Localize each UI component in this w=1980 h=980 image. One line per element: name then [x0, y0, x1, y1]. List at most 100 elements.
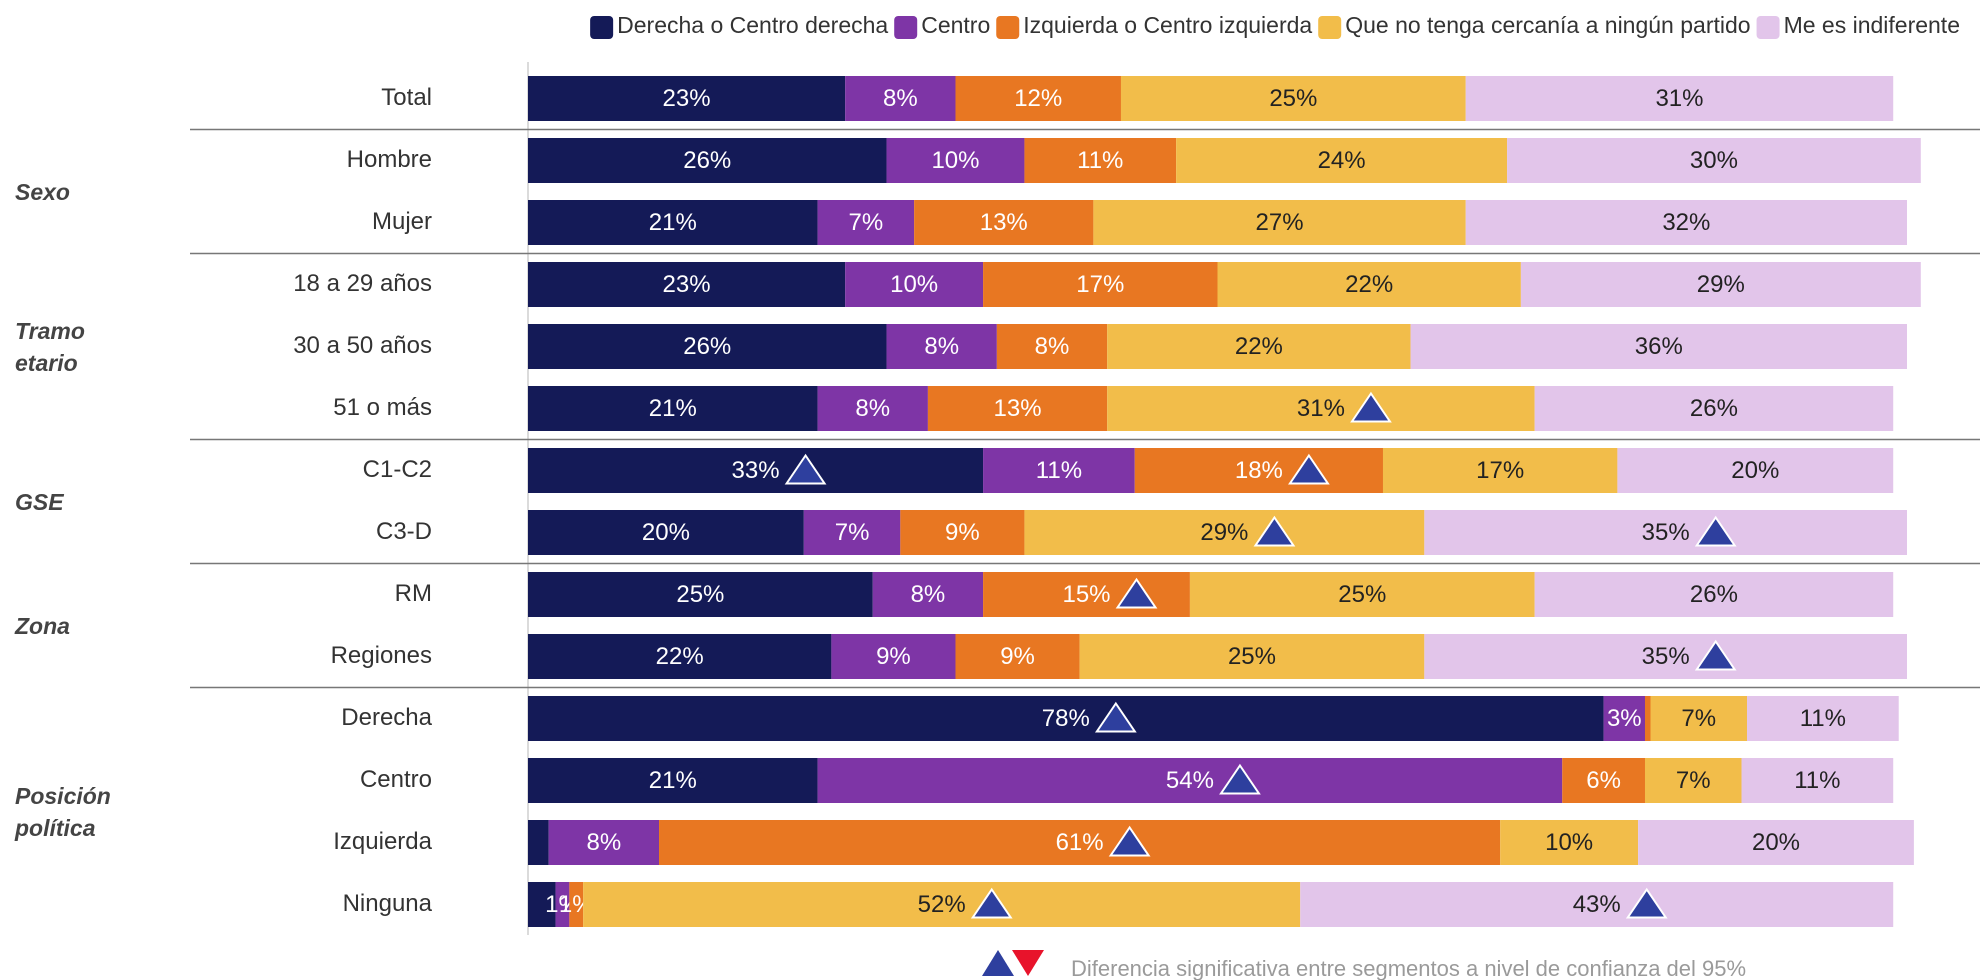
value-label: 35%: [1642, 643, 1690, 670]
bar-segment: [555, 882, 570, 927]
bar-segment: [1534, 572, 1894, 617]
legend-swatch: [1756, 16, 1780, 39]
legend-label: Izquierda o Centro izquierda: [1023, 12, 1312, 38]
significance-marker: [1108, 825, 1151, 857]
bar-segment: [1638, 820, 1914, 865]
value-label: 7%: [835, 519, 870, 546]
bar-segment: [955, 634, 1080, 679]
value-label: 17%: [1076, 271, 1124, 298]
bar-segment: [1500, 820, 1639, 865]
bar-segment: [1093, 200, 1466, 245]
value-label: 13%: [994, 395, 1042, 422]
value-label: 30%: [1690, 147, 1738, 174]
value-label: 10%: [890, 271, 938, 298]
value-label: 11%: [1036, 457, 1082, 484]
value-label: 26%: [683, 333, 731, 360]
value-label: 61%: [1056, 829, 1104, 856]
value-label: 9%: [876, 643, 911, 670]
bar-segment: [996, 324, 1108, 369]
bar-segment: [845, 262, 984, 307]
value-label: 10%: [1545, 829, 1593, 856]
bar-segment: [1079, 634, 1425, 679]
significance-marker: [1694, 639, 1737, 671]
bar-segment: [528, 758, 818, 803]
significance-marker: [1094, 701, 1137, 733]
category-label: Regiones: [331, 642, 432, 669]
value-label: 3%: [1607, 705, 1642, 732]
bar-segment: [1300, 882, 1894, 927]
bar-segment: [1024, 138, 1177, 183]
value-label: 21%: [649, 395, 697, 422]
value-label: 25%: [1228, 643, 1276, 670]
bar-segment: [817, 386, 928, 431]
legend-label: Que no tenga cercanía a ningún partido: [1345, 12, 1750, 38]
value-label: 8%: [911, 581, 946, 608]
bar-segment: [528, 510, 804, 555]
bar-segment: [528, 634, 832, 679]
bar-segment: [845, 76, 956, 121]
bar-segment: [817, 200, 915, 245]
value-label: 17%: [1476, 457, 1524, 484]
category-label: 30 a 50 años: [293, 332, 432, 359]
group-label: Zona: [15, 612, 70, 639]
bar-segment: [528, 572, 873, 617]
bar-segment: [1534, 386, 1894, 431]
bar-segment: [528, 696, 1604, 741]
bar-segment: [528, 200, 818, 245]
value-label: 21%: [649, 209, 697, 236]
value-label: 78%: [1042, 705, 1090, 732]
value-label: 11%: [1077, 147, 1123, 174]
value-label: 9%: [945, 519, 980, 546]
category-label: Hombre: [347, 146, 432, 173]
value-label: 26%: [1690, 395, 1738, 422]
category-label: C1-C2: [363, 456, 432, 483]
group-label: Sexo: [15, 178, 70, 205]
value-label: 8%: [883, 85, 918, 112]
bar-segment: [1217, 262, 1521, 307]
bar-segment: [1107, 324, 1411, 369]
significance-marker: [1219, 763, 1261, 795]
bar-segment: [528, 262, 846, 307]
value-label: 8%: [587, 829, 622, 856]
legend-swatch: [1318, 16, 1342, 39]
footnote-down-icon: [1012, 950, 1044, 976]
footnote-up-icon: [982, 950, 1014, 976]
bar-segment: [1424, 634, 1907, 679]
category-label: 18 a 29 años: [293, 270, 432, 297]
value-label: 32%: [1662, 209, 1710, 236]
group-label: Tramo etario: [15, 317, 85, 376]
value-label: 31%: [1297, 395, 1345, 422]
bar-segment: [900, 510, 1025, 555]
bar-segment: [1465, 76, 1894, 121]
value-label: 6%: [1586, 767, 1621, 794]
bar-segment: [1176, 138, 1508, 183]
value-label: 26%: [683, 147, 731, 174]
value-label: 7%: [1676, 767, 1711, 794]
category-label: C3-D: [376, 518, 432, 545]
bar-segment: [583, 882, 1301, 927]
bar-segment: [1507, 138, 1921, 183]
bar-segment: [1562, 758, 1645, 803]
bar-segment: [528, 324, 887, 369]
value-label: 22%: [656, 643, 704, 670]
legend-label: Me es indiferente: [1784, 12, 1960, 38]
significance-marker: [1288, 453, 1330, 485]
category-label: Centro: [360, 766, 432, 793]
bar-segment: [1410, 324, 1907, 369]
legend-swatch: [996, 16, 1020, 39]
legend-swatch: [590, 16, 614, 39]
value-label: 10%: [931, 147, 979, 174]
value-label: 52%: [918, 891, 966, 918]
value-label: 15%: [1062, 581, 1110, 608]
footnote: Diferencia significativa entre segmentos…: [1071, 956, 1746, 980]
value-label: 23%: [663, 271, 711, 298]
value-label: 22%: [1235, 333, 1283, 360]
value-label: 12%: [1014, 85, 1062, 112]
value-label: 36%: [1635, 333, 1683, 360]
category-label: Mujer: [372, 208, 432, 235]
bar-segment: [1603, 696, 1645, 741]
category-label: RM: [395, 580, 432, 607]
bar-segment: [528, 882, 556, 927]
